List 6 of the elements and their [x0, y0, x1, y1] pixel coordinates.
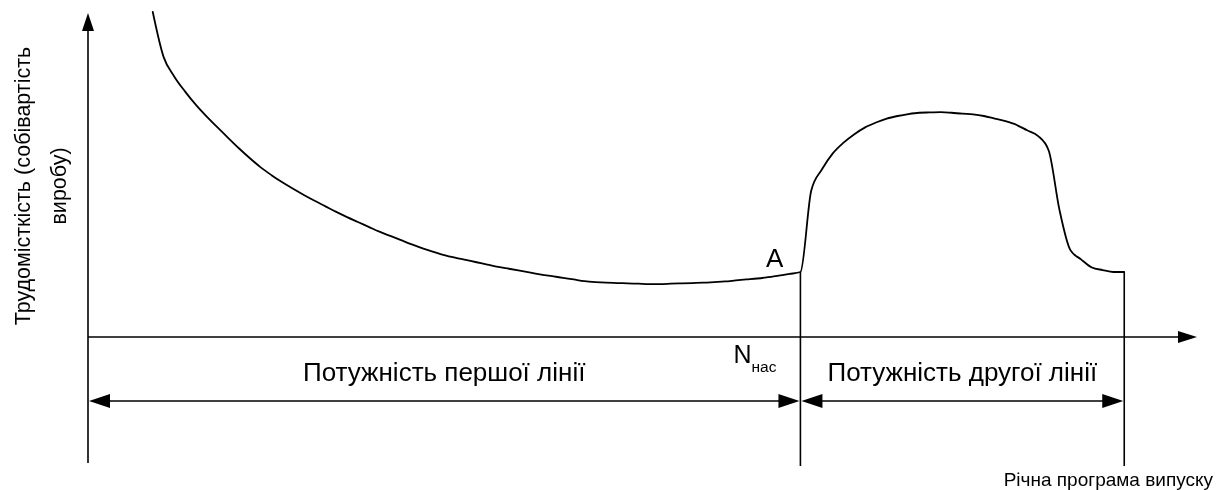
text: Річна програма випуску	[1003, 469, 1214, 490]
y-axis-title: Трудомісткість (собівартість виробу)	[11, 46, 71, 326]
text: N$_{нас}$	[733, 340, 777, 375]
annotation: A	[766, 243, 785, 273]
text: Потужність першої лінії	[303, 357, 586, 387]
text: Потужність другої лінії	[827, 357, 1098, 387]
